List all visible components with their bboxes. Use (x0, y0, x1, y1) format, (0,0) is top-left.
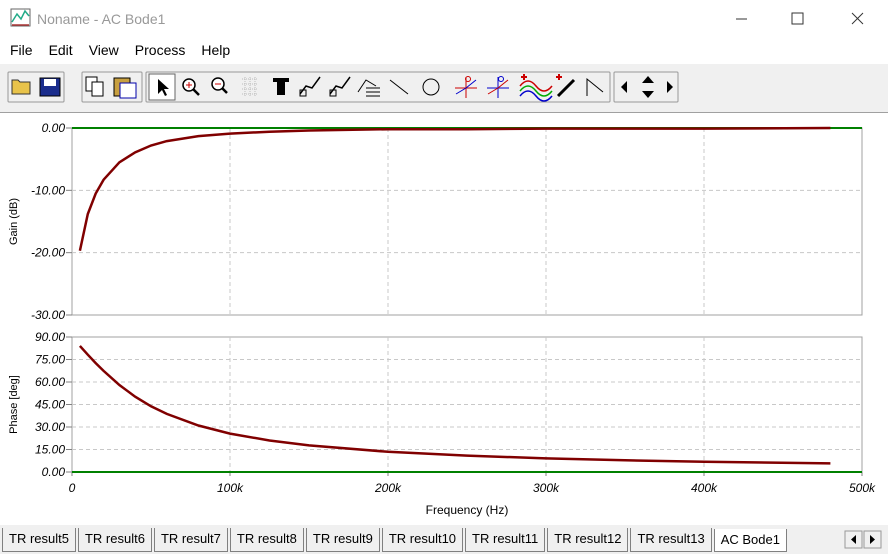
tab-scroll-right[interactable] (863, 530, 882, 549)
y-tick-label: -10.00 (31, 183, 65, 197)
menu-item[interactable]: Edit (48, 42, 73, 58)
y-axis-label: Gain (dB) (8, 198, 20, 245)
data-line (78, 126, 831, 252)
tab[interactable]: TR result8 (229, 528, 304, 552)
tab[interactable]: TR result10 (381, 528, 464, 552)
line-style-button[interactable] (586, 77, 604, 96)
tab-scroll (844, 530, 882, 549)
add-curve-button[interactable] (519, 74, 553, 102)
grid-button[interactable] (242, 77, 258, 96)
menu-item[interactable]: Help (201, 42, 231, 58)
cursor-a-button[interactable] (299, 76, 321, 97)
x-tick-label: 0 (69, 481, 76, 495)
marker-b-button[interactable] (487, 76, 509, 99)
x-tick-label: 300k (533, 481, 560, 495)
y-tick-label: 75.00 (35, 353, 65, 367)
tab-strip: TR result5 TR result6 TR result7 TR result8… (2, 528, 789, 552)
menu-item[interactable]: Process (134, 42, 186, 58)
x-tick-label: 200k (374, 481, 402, 495)
cursor-b-button[interactable] (329, 76, 351, 97)
data-line (78, 345, 831, 465)
select-button[interactable] (148, 73, 176, 101)
title-bar: Noname - AC Bode1 (0, 0, 888, 38)
y-tick-label: 60.00 (35, 375, 65, 389)
legend-button[interactable] (357, 79, 380, 97)
tab[interactable]: TR result11 (465, 528, 546, 552)
y-tick-label: 15.00 (35, 443, 65, 457)
menu-item[interactable]: File (10, 42, 33, 58)
maximize-button[interactable] (791, 12, 804, 25)
x-tick-label: 500k (849, 481, 876, 495)
x-tick-label: 100k (217, 481, 244, 495)
tab[interactable]: TR result13 (630, 528, 712, 552)
tab[interactable]: TR result6 (77, 528, 152, 552)
x-axis-label: Frequency (Hz) (426, 503, 509, 517)
circle-button[interactable] (422, 78, 440, 96)
save-button[interactable] (39, 77, 61, 97)
x-tick-label: 400k (691, 481, 718, 495)
scroll-left-button[interactable] (621, 81, 627, 93)
plot-area: 0.00 -10.00 -20.00 -30.00 Gain (dB) 0 100k 200k… (0, 112, 888, 525)
toolbar-group (145, 71, 611, 103)
y-tick-label: 90.00 (35, 330, 65, 344)
bode-plot: 0.00 -10.00 -20.00 -30.00 Gain (dB) 0 100k 200k… (8, 121, 876, 517)
title-bar-graphics (10, 8, 864, 27)
y-tick-label: 0.00 (42, 121, 66, 135)
close-button[interactable] (851, 12, 864, 25)
zoom-in-button[interactable] (182, 78, 200, 96)
plot-frame (71, 127, 863, 316)
toolbar-icons (7, 71, 679, 103)
toolbar (0, 64, 888, 112)
marker-a-button[interactable] (455, 76, 477, 99)
text-button[interactable] (273, 78, 289, 95)
scroll-right-button[interactable] (667, 81, 673, 93)
y-tick-label: 45.00 (35, 398, 65, 412)
y-axis-label: Phase [deg] (8, 375, 20, 434)
y-tick-label: -30.00 (31, 308, 65, 322)
scroll-updown-button[interactable] (642, 76, 654, 98)
tab[interactable]: TR result5 (2, 528, 76, 552)
paste-button[interactable] (113, 77, 137, 99)
tab[interactable]: TR result12 (547, 528, 629, 552)
tab[interactable]: TR result7 (153, 528, 228, 552)
window-title: Noname - AC Bode1 (37, 11, 166, 27)
tab-bar: TR result5 TR result6 TR result7 TR result8… (0, 525, 888, 554)
zoom-reset-button[interactable] (211, 77, 228, 94)
open-button[interactable] (11, 79, 31, 95)
copy-button[interactable] (85, 76, 104, 97)
y-tick-label: 30.00 (35, 420, 65, 434)
app-icon (10, 8, 31, 27)
toolbar-group (613, 71, 679, 103)
tab[interactable]: AC Bode1 (713, 529, 787, 552)
y-tick-label: 0.00 (42, 465, 66, 479)
line-button[interactable] (389, 79, 409, 95)
y-tick-label: -20.00 (31, 246, 65, 260)
tab[interactable]: TR result9 (305, 528, 380, 552)
menu-item[interactable]: View (88, 42, 119, 58)
probe-button[interactable] (556, 74, 576, 98)
menu-bar: File Edit View Process Help (0, 38, 888, 64)
tab-scroll-left[interactable] (844, 530, 863, 549)
